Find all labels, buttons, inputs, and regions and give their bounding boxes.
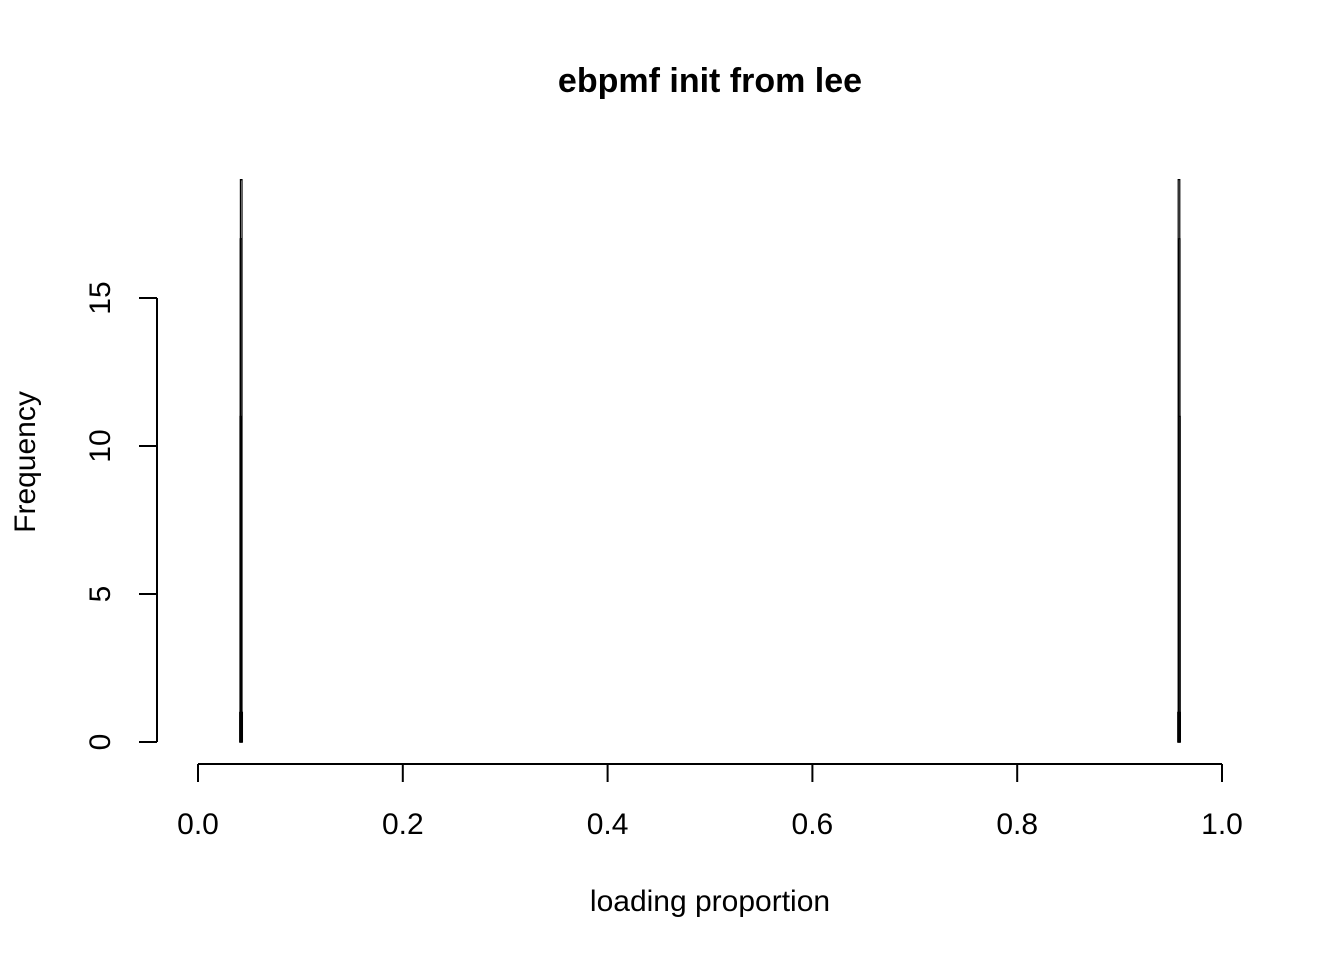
y-axis: 0 5 10 15 bbox=[84, 281, 158, 751]
chart-title: ebpmf init from lee bbox=[558, 62, 862, 100]
x-axis: 0.0 0.2 0.4 0.6 0.8 1.0 bbox=[177, 763, 1243, 841]
y-tick-label: 5 bbox=[84, 586, 117, 603]
y-axis-label: Frequency bbox=[9, 391, 42, 533]
histogram-bar bbox=[1178, 711, 1182, 743]
x-tick-label: 0.4 bbox=[587, 808, 629, 841]
histogram-bars bbox=[239, 179, 1182, 743]
x-tick-label: 1.0 bbox=[1201, 808, 1243, 841]
y-tick-label: 0 bbox=[84, 734, 117, 751]
y-tick-label: 15 bbox=[84, 281, 117, 314]
x-tick-label: 0.8 bbox=[996, 808, 1038, 841]
x-tick-label: 0.2 bbox=[382, 808, 424, 841]
x-axis-label: loading proportion bbox=[590, 885, 830, 918]
y-tick-label: 10 bbox=[84, 429, 117, 462]
histogram-bar bbox=[240, 711, 244, 743]
x-tick-label: 0.6 bbox=[792, 808, 834, 841]
x-tick-label: 0.0 bbox=[177, 808, 219, 841]
